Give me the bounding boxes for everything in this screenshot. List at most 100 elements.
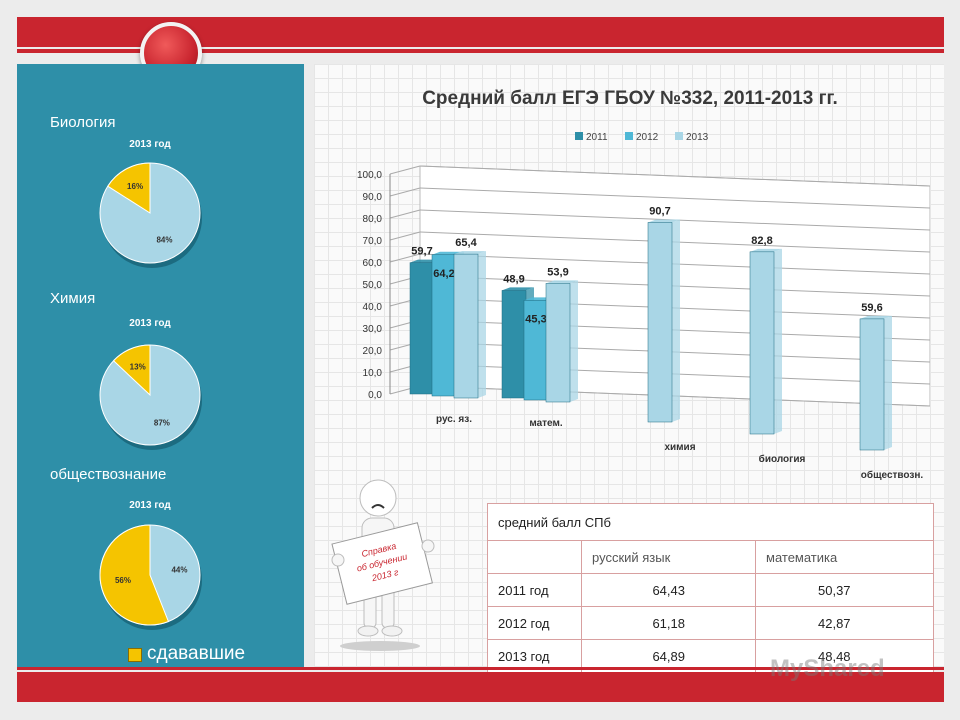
legend-swatch-2013 (675, 132, 683, 140)
table-row: 2011 год 64,43 50,37 (487, 573, 934, 607)
pie-rest-label: 87% (154, 419, 170, 428)
bar-side (478, 251, 486, 398)
pie-chart-social: 56% 44% (99, 524, 202, 630)
bar-top (502, 287, 534, 291)
bar-top (648, 219, 680, 223)
chart-title: Средний балл ЕГЭ ГБОУ №332, 2011-2013 гг… (422, 88, 838, 109)
x-category-label: рус. яз. (436, 414, 472, 425)
bar-value-label: 64,2 (433, 268, 454, 280)
pie-slice-share (99, 524, 170, 626)
y-tick-label: 10,0 (363, 368, 383, 379)
y-tick-label: 30,0 (363, 324, 383, 335)
y-tick-label: 80,0 (363, 214, 383, 225)
pie-slice-share (112, 344, 151, 397)
pie-title-biology: 2013 год (129, 139, 171, 150)
pie-slice-label: 16% (127, 182, 143, 191)
bar-side (774, 248, 782, 434)
table-cell: 2011 год (487, 573, 582, 607)
bar-value-label: 53,9 (547, 266, 568, 278)
table-cell: 42,87 (755, 606, 934, 640)
bar-2013-2 (647, 219, 680, 423)
pie-slice-label: 13% (130, 363, 146, 372)
bar-value-label: 82,8 (751, 235, 772, 247)
table-cell: 50,37 (755, 573, 934, 607)
legend-label-2012: 2012 (636, 132, 659, 143)
pie-legend-label: сдававшие (147, 643, 246, 664)
bar-value-label: 59,7 (411, 246, 432, 258)
bar-top (860, 315, 892, 319)
grid-line (419, 165, 930, 187)
bar-value-label: 59,6 (861, 302, 882, 314)
grid-diagonal (389, 187, 421, 197)
y-tick-label: 50,0 (363, 280, 383, 291)
y-tick-label: 40,0 (363, 302, 383, 313)
subject-label-biology: Биология (50, 114, 116, 131)
spb-average-table: средний балл СПб русский язык математика… (487, 503, 934, 673)
bar-top (546, 280, 578, 284)
bar-front (647, 222, 673, 423)
table-cell: 2012 год (487, 606, 582, 640)
pie-chart-biology: 16% 84% (99, 162, 202, 268)
bar-chart: 2011 2012 2013 0,0 10,0 20,0 30,0 40,0 50,0 60,0 7… (357, 132, 930, 481)
pie-title-social: 2013 год (129, 500, 171, 511)
bar-top (750, 248, 782, 252)
x-category-label: биология (759, 453, 806, 465)
watermark-text: MyShared (770, 655, 885, 682)
y-tick-label: 70,0 (363, 236, 383, 247)
legend-swatch-icon (128, 648, 142, 662)
legend-label-2011: 2011 (586, 132, 608, 143)
bottom-frame-line (17, 667, 944, 670)
bar-value-label: 45,3 (525, 313, 546, 325)
bar-front (523, 300, 549, 401)
table-cell: 64,43 (581, 573, 756, 607)
bar-2013-0 (453, 251, 486, 399)
bar-2013-1 (545, 280, 578, 403)
grid-diagonal (389, 253, 421, 263)
bar-front (749, 251, 775, 435)
x-category-label: обществозн. (861, 469, 924, 481)
bar-front (453, 253, 479, 399)
table-header-cell (487, 540, 582, 574)
subject-label-social: обществознание (50, 466, 167, 483)
y-tick-label: 60,0 (363, 258, 383, 269)
bar-side (884, 315, 892, 450)
x-category-label: химия (664, 442, 695, 453)
pie-title-chemistry: 2013 год (129, 318, 171, 329)
grid-line (419, 187, 930, 209)
table-header-cell: русский язык (581, 540, 756, 574)
table-header-cell: математика (755, 540, 934, 574)
grid-diagonal (389, 231, 421, 241)
table-cell: 61,18 (581, 606, 756, 640)
subject-label-chemistry: Химия (50, 290, 96, 307)
bar-front (431, 254, 457, 397)
pie-chart-chemistry: 13% 87% (99, 344, 202, 450)
bar-side (570, 280, 578, 402)
pie-rest-label: 84% (156, 235, 172, 244)
bar-value-label: 90,7 (649, 205, 670, 217)
legend-swatch-2011 (575, 132, 583, 140)
y-tick-label: 20,0 (363, 346, 383, 357)
pie-rest-label: 44% (171, 565, 187, 574)
bar-2013-4 (859, 315, 892, 451)
pie-slice-label: 56% (115, 576, 131, 585)
bar-side (672, 219, 680, 422)
bar-front (859, 318, 885, 451)
y-tick-label: 100,0 (357, 170, 382, 181)
legend-label-2013: 2013 (686, 132, 709, 143)
bar-value-label: 48,9 (503, 273, 524, 285)
bar-value-label: 65,4 (455, 237, 477, 249)
x-category-label: матем. (529, 418, 563, 429)
y-tick-label: 90,0 (363, 192, 383, 203)
bar-front (545, 283, 571, 403)
grid-diagonal (389, 165, 421, 175)
table-row: 2012 год 61,18 42,87 (487, 606, 934, 640)
bar-front (501, 290, 527, 399)
legend-swatch-2012 (625, 132, 633, 140)
bar-top (454, 251, 486, 255)
table-caption: средний балл СПб (487, 503, 934, 541)
y-tick-label: 0,0 (368, 390, 382, 401)
pie-slice-share (107, 162, 151, 214)
person-holding-sign-figure: Справка об обучении 2013 г (331, 479, 435, 651)
bar-2013-3 (749, 248, 782, 435)
bottom-frame-bar (17, 672, 944, 702)
